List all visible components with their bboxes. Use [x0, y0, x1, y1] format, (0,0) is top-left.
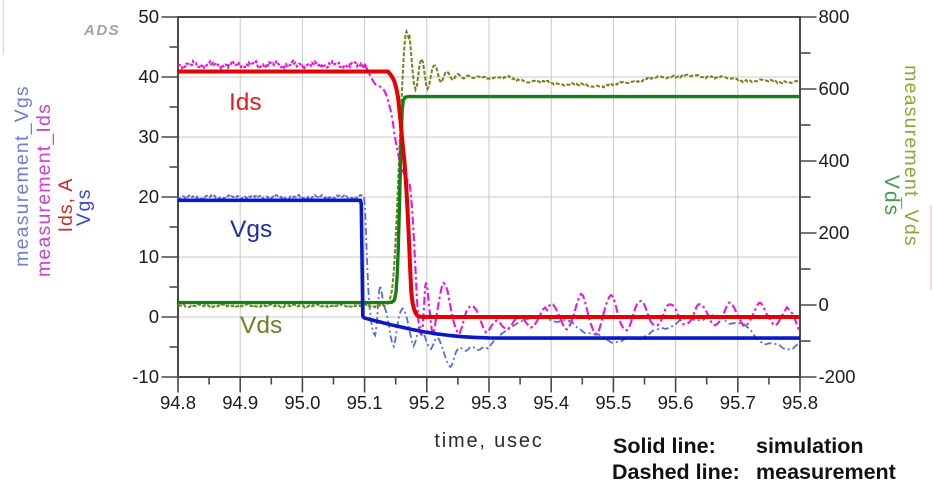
svg-text:30: 30: [138, 126, 159, 147]
svg-text:simulation: simulation: [756, 434, 864, 458]
svg-text:0: 0: [819, 294, 829, 315]
svg-text:Vgs: Vgs: [73, 188, 95, 226]
svg-text:94.8: 94.8: [160, 392, 196, 413]
svg-text:95.8: 95.8: [782, 392, 818, 413]
svg-text:95.4: 95.4: [533, 392, 569, 413]
svg-text:95.3: 95.3: [471, 392, 507, 413]
svg-text:50: 50: [138, 6, 159, 27]
svg-text:95.1: 95.1: [347, 392, 383, 413]
svg-text:10: 10: [138, 246, 159, 267]
svg-text:time, usec: time, usec: [434, 430, 543, 452]
svg-text:measurement_Vds: measurement_Vds: [900, 65, 922, 247]
svg-text:Vds: Vds: [240, 312, 282, 339]
svg-text:measurement: measurement: [756, 460, 896, 484]
svg-text:Ids, A: Ids, A: [55, 178, 77, 233]
svg-text:200: 200: [819, 222, 850, 243]
svg-text:Vgs: Vgs: [230, 216, 272, 243]
svg-text:95.2: 95.2: [409, 392, 445, 413]
svg-text:-200: -200: [819, 366, 856, 387]
svg-text:40: 40: [138, 66, 159, 87]
svg-text:-10: -10: [132, 366, 159, 387]
svg-text:Solid line:: Solid line:: [613, 434, 716, 458]
svg-text:95.0: 95.0: [284, 392, 320, 413]
svg-text:Dashed line:: Dashed line:: [612, 460, 740, 484]
svg-text:Ids: Ids: [229, 89, 262, 116]
svg-text:94.9: 94.9: [222, 392, 258, 413]
svg-text:ADS: ADS: [83, 22, 120, 39]
svg-text:95.5: 95.5: [595, 392, 631, 413]
svg-text:600: 600: [819, 78, 850, 99]
svg-text:20: 20: [138, 186, 159, 207]
svg-text:measurement_Vgs: measurement_Vgs: [11, 85, 33, 267]
svg-text:400: 400: [819, 150, 850, 171]
svg-text:95.7: 95.7: [720, 392, 756, 413]
svg-text:measurement_Ids: measurement_Ids: [33, 103, 55, 277]
svg-text:95.6: 95.6: [658, 392, 694, 413]
svg-text:0: 0: [149, 306, 159, 327]
svg-text:800: 800: [819, 6, 850, 27]
svg-text:Vds: Vds: [880, 175, 903, 217]
